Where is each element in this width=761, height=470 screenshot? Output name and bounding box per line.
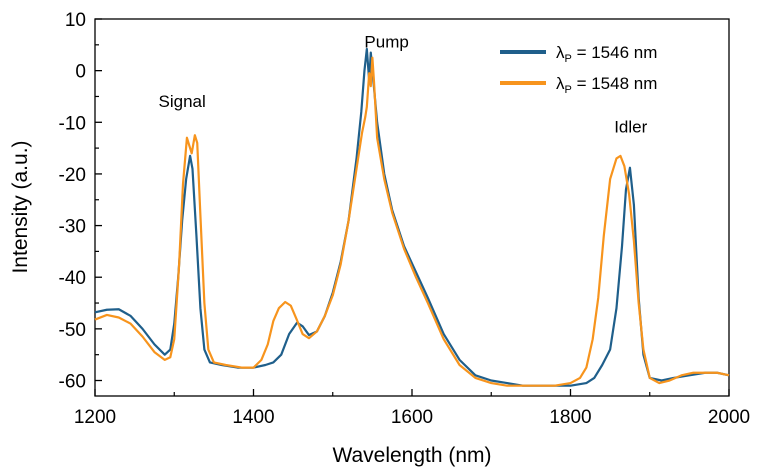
y-tick-label: -40 <box>59 268 86 289</box>
y-axis-title: Intensity (a.u.) <box>9 140 32 273</box>
annotation-label: Signal <box>159 92 206 111</box>
x-tick-label: 1400 <box>232 407 274 428</box>
annotation-layer: Signal Pump Idler <box>159 32 648 136</box>
legend: λP = 1546 nm λP = 1548 nm <box>500 43 657 96</box>
y-tick-label: -10 <box>59 113 86 134</box>
annotation-label: Idler <box>614 118 647 137</box>
y-tick-label: -20 <box>59 165 86 186</box>
series-layer <box>94 47 730 387</box>
y-tick-label: 0 <box>75 62 86 83</box>
ticks-layer: 1200 1400 1600 1800 2000 10 0 -10 -20 -30 -40 -50 -6… <box>59 10 751 428</box>
series-line-1 <box>94 47 730 387</box>
annotation-label: Pump <box>364 32 408 51</box>
y-tick-label: 10 <box>65 10 86 31</box>
series-line-2 <box>94 56 730 387</box>
y-tick-label: -30 <box>59 217 86 238</box>
x-tick-label: 1800 <box>549 407 591 428</box>
x-axis-title: Wavelength (nm) <box>332 444 491 467</box>
x-tick-label: 2000 <box>708 407 750 428</box>
legend-label: λP = 1546 nm <box>556 43 657 65</box>
y-tick-label: -60 <box>59 372 86 393</box>
x-tick-label: 1600 <box>391 407 433 428</box>
y-tick-label: -50 <box>59 320 86 341</box>
legend-label: λP = 1548 nm <box>556 74 657 96</box>
x-tick-label: 1200 <box>74 407 116 428</box>
